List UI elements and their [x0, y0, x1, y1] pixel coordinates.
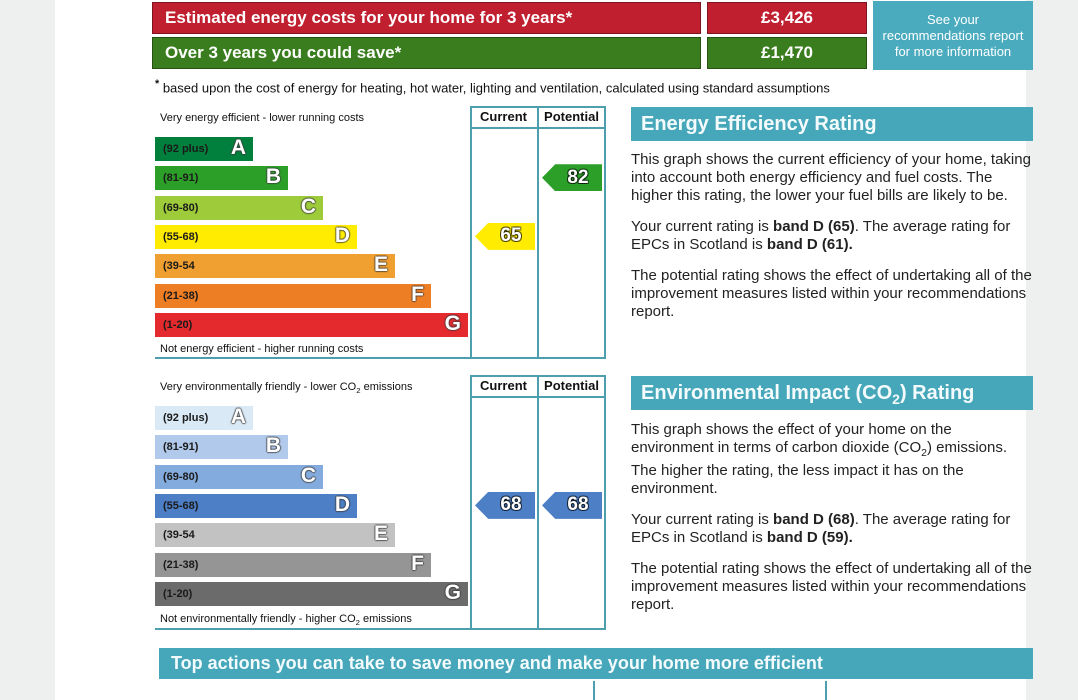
table-line: [604, 375, 606, 630]
band-letter: E: [373, 522, 388, 546]
table-line: [537, 375, 539, 630]
environmental-impact-chart: Very environmentally friendly - lower CO…: [155, 375, 606, 631]
energy-efficiency-chart: Very energy efficient - lower running co…: [155, 106, 606, 360]
energy-top-caption: Very energy efficient - lower running co…: [160, 112, 365, 124]
current-rating-arrow: 68: [475, 491, 535, 519]
estimated-costs-row: Estimated energy costs for your home for…: [152, 2, 867, 34]
band-letter: D: [334, 492, 350, 516]
band-F: (21-38) F: [155, 282, 431, 308]
band-range-label: (1-20): [163, 587, 193, 600]
band-range-label: (69-80): [163, 201, 199, 214]
environment-paragraph: This graph shows the effect of your home…: [631, 421, 1008, 497]
table-line: [470, 106, 606, 108]
recommendations-note: See your recommendations report for more…: [873, 1, 1033, 70]
table-line: [155, 628, 606, 630]
band-D: (55-68) D: [155, 492, 357, 518]
band-E: (39-54 E: [155, 522, 395, 548]
band-range-label: (21-38): [163, 289, 199, 302]
energy-bottom-caption: Not energy efficient - higher running co…: [160, 343, 364, 355]
band-range-label: (81-91): [163, 441, 199, 454]
environment-rating-paragraph: Your current rating is band D (68). The …: [631, 511, 1011, 546]
certificate-page: Estimated energy costs for your home for…: [55, 0, 1033, 700]
band-letter: A: [230, 405, 246, 428]
current-column-header: Current: [480, 378, 527, 393]
band-letter: C: [300, 463, 316, 487]
savings-label: Over 3 years you could save*: [152, 37, 701, 69]
environment-text-panel: This graph shows the effect of your home…: [631, 421, 1033, 627]
band-B: (81-91) B: [155, 165, 288, 191]
band-C: (69-80) C: [155, 194, 323, 220]
band-G: (1-20) G: [155, 580, 468, 606]
footnote: * based upon the cost of energy for heat…: [155, 78, 830, 95]
band-range-label: (55-68): [163, 499, 199, 512]
potential-rating-arrow: 68: [542, 491, 602, 519]
environment-bottom-caption: Not environmentally friendly - higher CO…: [160, 613, 412, 628]
environment-potential-paragraph: The potential rating shows the effect of…: [631, 560, 1032, 613]
footnote-marker: *: [155, 78, 160, 90]
band-range-label: (39-54: [163, 260, 195, 273]
band-letter: F: [411, 551, 424, 575]
table-line: [604, 106, 606, 359]
band-range-label: (55-68): [163, 230, 199, 243]
band-D: (55-68) D: [155, 223, 357, 249]
band-A: (92 plus) A: [155, 136, 253, 161]
band-range-label: (1-20): [163, 318, 193, 331]
band-letter: C: [300, 194, 316, 218]
estimated-costs-label: Estimated energy costs for your home for…: [152, 2, 701, 34]
estimated-costs-value: £3,426: [707, 2, 867, 34]
savings-value: £1,470: [707, 37, 867, 69]
environment-section-title: Environmental Impact (CO2) Rating: [631, 376, 1033, 410]
band-letter: A: [230, 136, 246, 159]
band-range-label: (81-91): [163, 172, 199, 185]
table-line: [470, 106, 472, 359]
band-letter: F: [411, 282, 424, 306]
energy-text-panel: This graph shows the current efficiency …: [631, 151, 1033, 334]
current-column-header: Current: [480, 109, 527, 124]
potential-column-header: Potential: [544, 109, 599, 124]
band-range-label: (69-80): [163, 470, 199, 483]
table-line: [470, 375, 472, 630]
table-line: [537, 106, 539, 359]
band-F: (21-38) F: [155, 551, 431, 577]
band-E: (39-54 E: [155, 253, 395, 279]
footnote-text: based upon the cost of energy for heatin…: [159, 80, 830, 96]
environment-top-caption: Very environmentally friendly - lower CO…: [160, 381, 413, 396]
band-range-label: (39-54: [163, 529, 195, 542]
energy-section-title: Energy Efficiency Rating: [631, 107, 1033, 141]
energy-rating-paragraph: Your current rating is band D (65). The …: [631, 218, 1011, 253]
band-letter: E: [373, 253, 388, 277]
band-range-label: (21-38): [163, 558, 199, 571]
band-letter: B: [265, 434, 281, 458]
band-range-label: (92 plus): [163, 143, 209, 155]
band-letter: G: [444, 311, 461, 335]
current-rating-arrow: 65: [475, 222, 535, 250]
band-range-label: (92 plus): [163, 412, 209, 424]
table-column-divider: [593, 681, 595, 700]
top-actions-banner: Top actions you can take to save money a…: [159, 648, 1033, 679]
potential-rating-arrow: 82: [542, 164, 602, 192]
band-letter: G: [444, 580, 461, 604]
band-letter: D: [334, 223, 350, 247]
band-C: (69-80) C: [155, 463, 323, 489]
band-B: (81-91) B: [155, 434, 288, 460]
table-column-divider: [825, 681, 827, 700]
table-line: [470, 396, 606, 398]
band-letter: B: [265, 165, 281, 189]
table-line: [155, 357, 606, 359]
table-line: [470, 127, 606, 129]
energy-paragraph: This graph shows the current efficiency …: [631, 151, 1031, 204]
savings-row: Over 3 years you could save* £1,470: [152, 37, 867, 69]
band-G: (1-20) G: [155, 311, 468, 337]
energy-potential-paragraph: The potential rating shows the effect of…: [631, 267, 1032, 320]
table-line: [470, 375, 606, 377]
band-A: (92 plus) A: [155, 405, 253, 430]
potential-column-header: Potential: [544, 378, 599, 393]
